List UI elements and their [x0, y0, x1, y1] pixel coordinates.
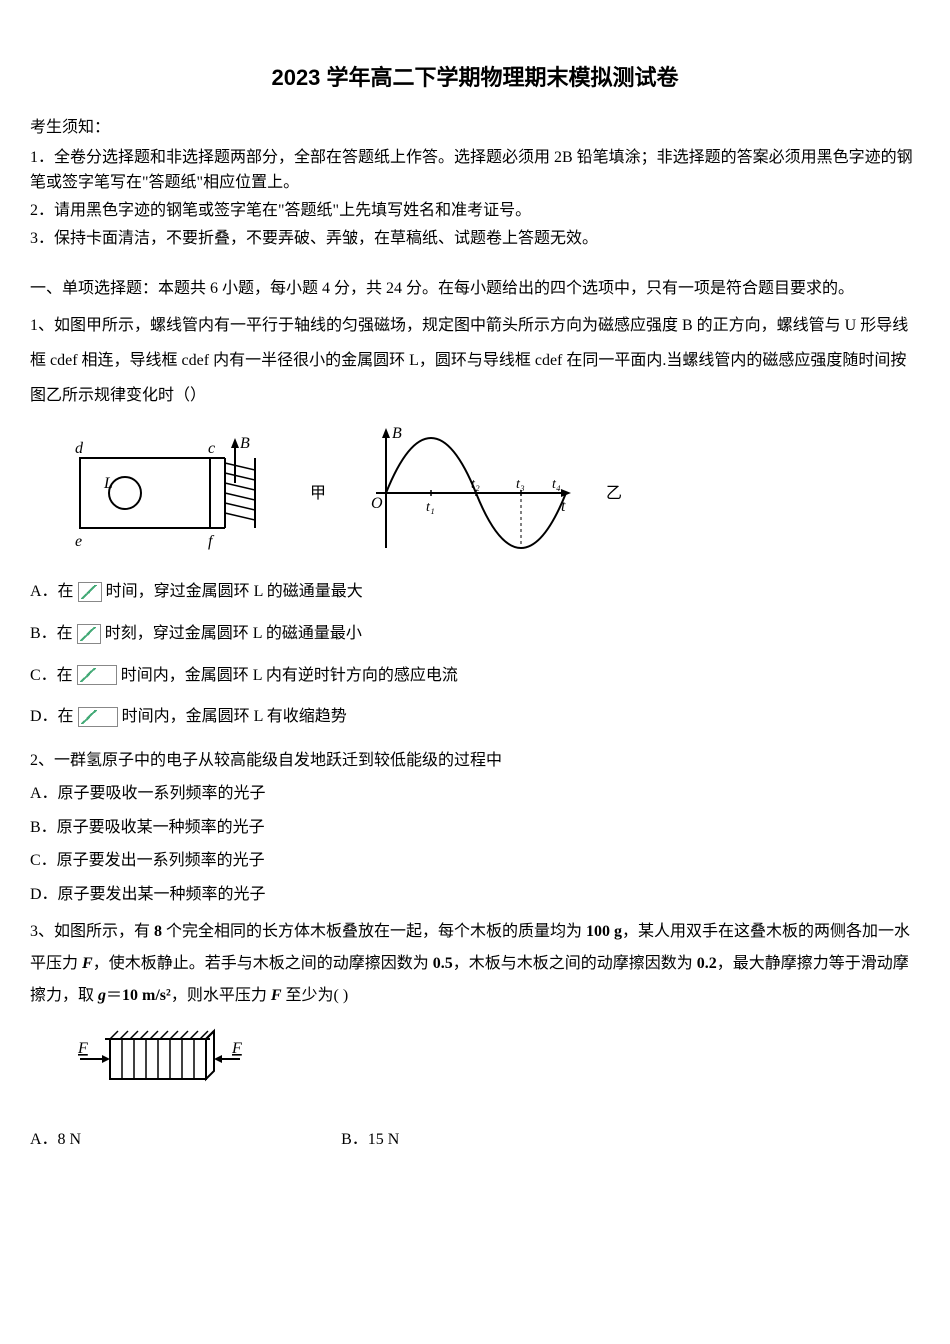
q1-option-A: A．在 时间，穿过金属圆环 L 的磁通量最大 — [30, 579, 920, 605]
q3-t13: 10 m/s² — [122, 987, 171, 1004]
label-t1: t₁ — [426, 500, 435, 515]
section-intro: 一、单项选择题：本题共 6 小题，每小题 4 分，共 24 分。在每小题给出的四… — [30, 276, 920, 302]
label-B-jia: B — [240, 435, 250, 452]
q1-C-pre: C．在 — [30, 663, 73, 689]
q3-figure: F F — [50, 1027, 920, 1107]
q3-t11: g — [98, 987, 106, 1004]
q1-figure-yi: B O t t₁ t₂ t₃ t₄ — [356, 423, 576, 563]
q3-t14: ，则水平压力 — [171, 987, 271, 1004]
label-d: d — [75, 440, 84, 457]
label-c: c — [208, 440, 215, 457]
q3-t3: 100 g — [586, 923, 622, 940]
label-B-yi: B — [392, 425, 402, 442]
blank-icon — [78, 707, 118, 727]
label-F-right: F — [231, 1040, 242, 1057]
label-F-left: F — [77, 1040, 88, 1057]
q1-B-pre: B．在 — [30, 621, 73, 647]
q1-B-post: 时刻，穿过金属圆环 L 的磁通量最小 — [105, 621, 362, 647]
q3-text: 3、如图所示，有 8 个完全相同的长方体木板叠放在一起，每个木板的质量均为 10… — [30, 916, 920, 1012]
q3-t8: ，木板与木板之间的动摩擦因数为 — [453, 955, 697, 972]
instruction-3: 3．保持卡面清洁，不要折叠，不要弄破、弄皱，在草稿纸、试题卷上答题无效。 — [30, 226, 920, 252]
q3-option-A: A．8 N — [30, 1127, 81, 1153]
q2-option-B: B．原子要吸收某一种频率的光子 — [30, 815, 920, 841]
label-L: L — [103, 475, 113, 492]
q3-t2: 个完全相同的长方体木板叠放在一起，每个木板的质量均为 — [162, 923, 586, 940]
q3-t12: ＝ — [106, 987, 122, 1004]
label-t3: t₃ — [516, 477, 525, 492]
blank-icon — [77, 624, 101, 644]
q2-option-A: A．原子要吸收一系列频率的光子 — [30, 781, 920, 807]
q3-option-B: B．15 N — [341, 1127, 399, 1153]
q3-t15: F — [271, 987, 282, 1004]
instruction-1: 1．全卷分选择题和非选择题两部分，全部在答题纸上作答。选择题必须用 2B 铅笔填… — [30, 145, 920, 196]
q3-t9: 0.2 — [697, 955, 717, 972]
q1-A-post: 时间，穿过金属圆环 L 的磁通量最大 — [106, 579, 363, 605]
label-t4: t₄ — [552, 477, 561, 492]
q1-figure-jia: d c e f L B — [60, 428, 280, 558]
page-title: 2023 学年高二下学期物理期末模拟测试卷 — [30, 60, 920, 95]
q3-t5: F — [82, 955, 93, 972]
q1-option-C: C．在 时间内，金属圆环 L 内有逆时针方向的感应电流 — [30, 663, 920, 689]
q1-C-post: 时间内，金属圆环 L 内有逆时针方向的感应电流 — [121, 663, 458, 689]
q2-option-D: D．原子要发出某一种频率的光子 — [30, 882, 920, 908]
label-jia: 甲 — [310, 481, 326, 507]
instructions-heading: 考生须知： — [30, 115, 920, 141]
label-O: O — [371, 495, 383, 512]
label-f: f — [208, 533, 215, 550]
q2-text: 2、一群氢原子中的电子从较高能级自发地跃迁到较低能级的过程中 — [30, 748, 920, 774]
q1-D-pre: D．在 — [30, 704, 74, 730]
q3-t16: 至少为( ) — [282, 987, 349, 1004]
q1-figures: d c e f L B 甲 B O t t₁ — [60, 423, 920, 563]
q1-D-post: 时间内，金属圆环 L 有收缩趋势 — [122, 704, 347, 730]
instruction-2: 2．请用黑色字迹的钢笔或签字笔在"答题纸"上先填写姓名和准考证号。 — [30, 198, 920, 224]
q3-options-row: A．8 N B．15 N — [30, 1127, 920, 1153]
blank-icon — [77, 665, 117, 685]
blank-icon — [78, 582, 102, 602]
q3-t0: 3、如图所示，有 — [30, 923, 154, 940]
q3-t6: ，使木板静止。若手与木板之间的动摩擦因数为 — [93, 955, 433, 972]
label-e: e — [75, 533, 82, 550]
q1-option-B: B．在 时刻，穿过金属圆环 L 的磁通量最小 — [30, 621, 920, 647]
q1-A-pre: A．在 — [30, 579, 74, 605]
q2-option-C: C．原子要发出一系列频率的光子 — [30, 848, 920, 874]
q1-text: 1、如图甲所示，螺线管内有一平行于轴线的匀强磁场，规定图中箭头所示方向为磁感应强… — [30, 308, 920, 414]
q1-option-D: D．在 时间内，金属圆环 L 有收缩趋势 — [30, 704, 920, 730]
label-t2: t₂ — [471, 477, 480, 492]
q3-t7: 0.5 — [433, 955, 453, 972]
q3-t1: 8 — [154, 923, 162, 940]
label-yi: 乙 — [606, 481, 622, 507]
